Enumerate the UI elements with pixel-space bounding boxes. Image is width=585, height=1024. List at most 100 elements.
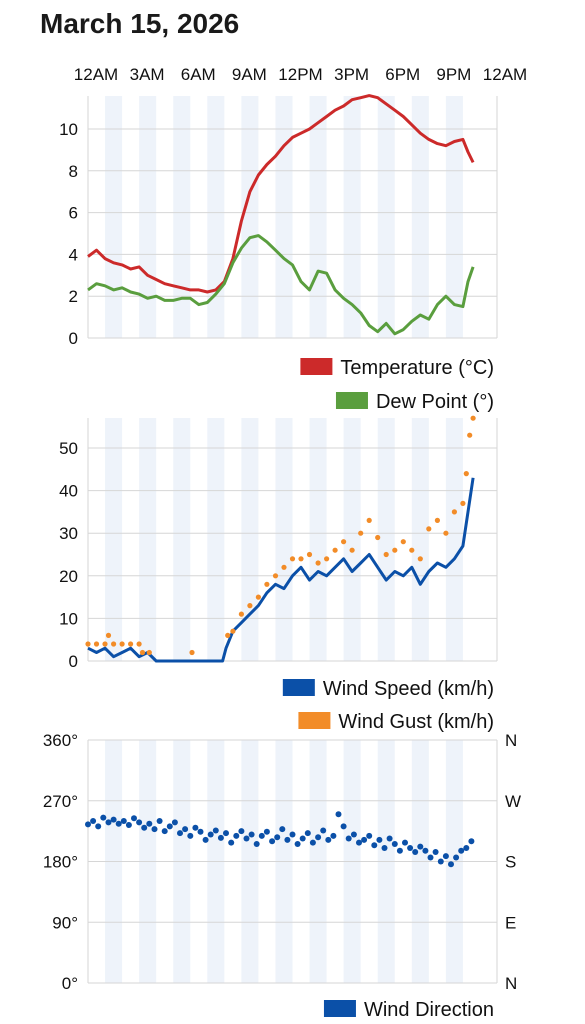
wind-direction-point — [248, 831, 255, 838]
hour-band — [105, 96, 123, 338]
wind-direction-point — [182, 826, 189, 833]
hour-band — [275, 418, 293, 661]
wind-direction-point — [330, 832, 337, 839]
wind-direction-point — [442, 853, 449, 860]
wind-direction-point — [131, 815, 137, 822]
time-tick-label: 6AM — [181, 65, 216, 84]
wind-direction-point — [192, 824, 199, 831]
wind-gust-point — [281, 564, 287, 570]
wind-direction-point — [294, 841, 301, 847]
wind-gust-point — [93, 641, 100, 647]
compass-tick-label: E — [505, 913, 516, 932]
page-title: March 15, 2026 — [40, 8, 240, 39]
wind-direction-point — [95, 823, 102, 830]
hour-band — [173, 418, 191, 661]
legend-label: Wind Gust (km/h) — [338, 711, 494, 733]
hour-band — [445, 96, 463, 338]
wind-gust-point — [409, 547, 415, 553]
y-tick-label: 2 — [69, 287, 78, 306]
wind-direction-point — [151, 826, 158, 833]
wind-direction-point — [407, 845, 414, 851]
hour-band — [445, 418, 463, 661]
wind-gust-point — [264, 581, 270, 587]
y-tick-label: 10 — [59, 120, 78, 139]
wind-gust-point — [298, 556, 304, 562]
legend-swatch — [335, 392, 368, 409]
wind-direction-point — [187, 832, 194, 839]
wind-gust-point — [426, 526, 432, 532]
wind-direction-point — [453, 854, 460, 861]
wind-gust-point — [111, 641, 117, 647]
wind-direction-point — [335, 811, 342, 818]
hour-band — [377, 96, 395, 338]
hour-band — [377, 418, 395, 661]
hour-band — [105, 418, 123, 661]
hour-band — [207, 96, 225, 338]
wind-direction-point — [468, 838, 475, 845]
hour-band — [207, 418, 225, 661]
y-tick-label: 270° — [43, 792, 78, 811]
wind-direction-point — [427, 854, 434, 861]
wind-direction-point — [412, 849, 419, 855]
wind-direction-point — [120, 818, 127, 824]
temperature-line — [87, 94, 475, 294]
wind-gust-point — [434, 517, 440, 524]
time-tick-label: 12PM — [278, 65, 322, 84]
wind-direction-point — [458, 847, 465, 854]
wind-direction-point — [376, 836, 383, 843]
time-tick-label: 9AM — [232, 65, 267, 84]
wind-direction-point — [304, 830, 311, 837]
wind-direction-point — [437, 858, 444, 865]
wind-direction-point — [253, 841, 260, 847]
legend-label: Dew Point (°) — [376, 391, 494, 413]
time-tick-label: 3AM — [130, 65, 165, 84]
time-tick-label: 3PM — [334, 65, 369, 84]
wind-gust-point — [383, 551, 389, 558]
wind-gust-point — [400, 539, 406, 545]
y-tick-label: 10 — [59, 609, 78, 628]
wind-direction-point — [141, 824, 148, 831]
wind-gust-point — [255, 594, 261, 600]
time-tick-label: 12AM — [483, 65, 527, 84]
wind-direction-point — [263, 828, 270, 835]
wind-gust-point — [375, 534, 381, 541]
legend-swatch — [298, 712, 331, 729]
y-tick-label: 0 — [69, 652, 78, 671]
y-tick-label: 20 — [59, 567, 78, 586]
legend-label: Wind Speed (km/h) — [323, 678, 494, 700]
time-axis-labels: 12AM 3AM 6AM 9AM 12PM 3PM 6PM 9PM 12AM — [74, 65, 527, 84]
y-tick-label: 30 — [59, 524, 78, 543]
temperature-dewpoint-chart: 0 2 4 6 8 10 Temperature (°C) Dew Point (°) — [59, 94, 498, 413]
legend-swatch — [323, 1000, 356, 1017]
wind-gust-point — [139, 649, 146, 656]
hour-band — [309, 418, 327, 661]
wind-gust-point — [324, 556, 330, 562]
hour-band — [139, 418, 157, 661]
y-tick-label: 50 — [59, 439, 78, 458]
wind-direction-point — [233, 832, 240, 839]
legend-swatch — [282, 679, 315, 696]
wind-gust-point — [247, 603, 253, 609]
wind-gust-point — [136, 641, 142, 647]
hour-band — [241, 418, 259, 661]
wind-gust-point — [238, 611, 244, 617]
wind-direction-point — [136, 819, 143, 826]
wind-direction-point — [402, 839, 408, 846]
hour-band — [343, 418, 361, 661]
legend-swatch — [300, 358, 333, 375]
wind-direction-point — [340, 823, 347, 830]
wind-direction-point — [274, 834, 281, 841]
wind-gust-point — [341, 539, 347, 545]
wind-direction-point — [197, 828, 204, 835]
wind-gust-point — [451, 509, 457, 515]
wind-direction-point — [284, 836, 291, 843]
compass-tick-label: N — [505, 974, 517, 993]
wind-direction-point — [269, 838, 276, 845]
wind-direction-point — [350, 831, 357, 838]
legend-label: Temperature (°C) — [340, 357, 494, 379]
wind-gust-point — [358, 530, 364, 536]
time-tick-label: 12AM — [74, 65, 118, 84]
wind-direction-point — [166, 823, 173, 830]
wind-gust-point — [392, 547, 398, 553]
